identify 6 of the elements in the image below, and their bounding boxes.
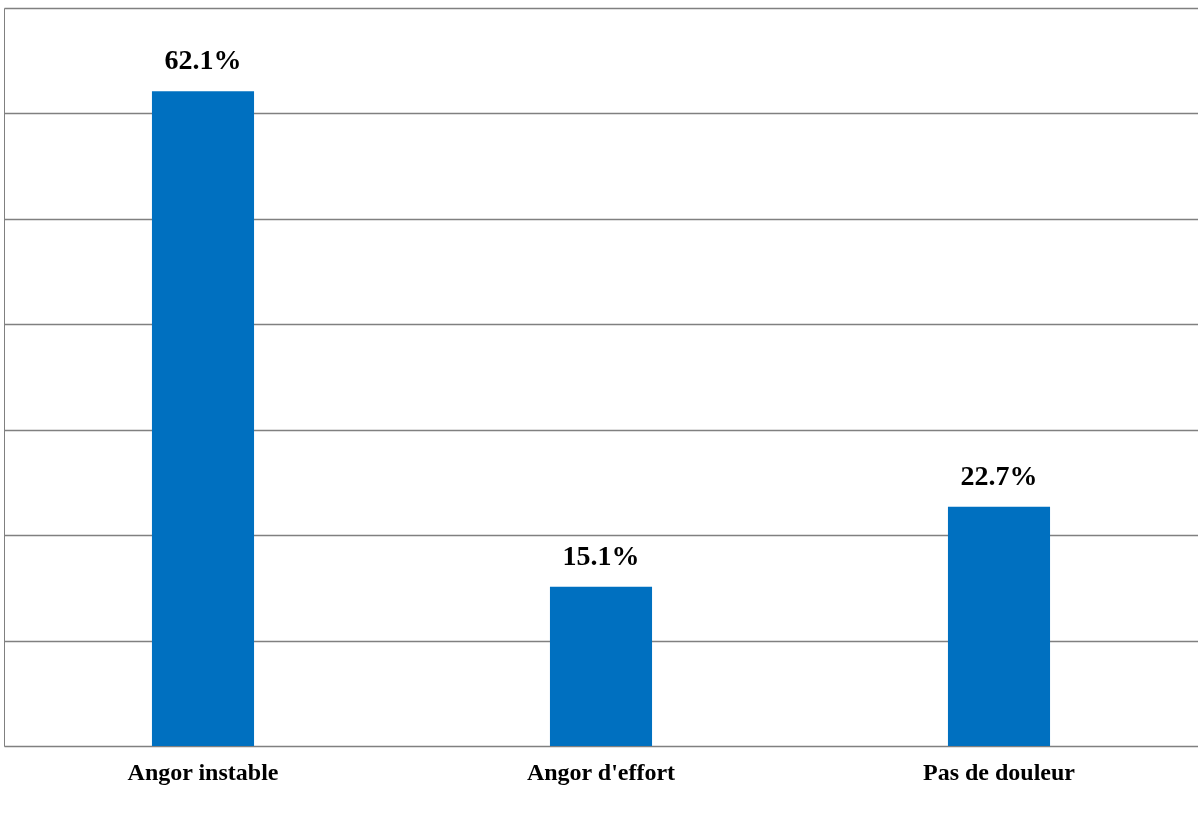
x-tick-label: Pas de douleur xyxy=(922,758,1076,785)
x-tick-label: Angor d'effort xyxy=(526,758,676,785)
x-tick-label: Angor instable xyxy=(127,758,279,785)
data-label: 62.1% xyxy=(164,44,242,76)
data-label: 22.7% xyxy=(960,459,1038,491)
data-label: 15.1% xyxy=(562,539,640,571)
